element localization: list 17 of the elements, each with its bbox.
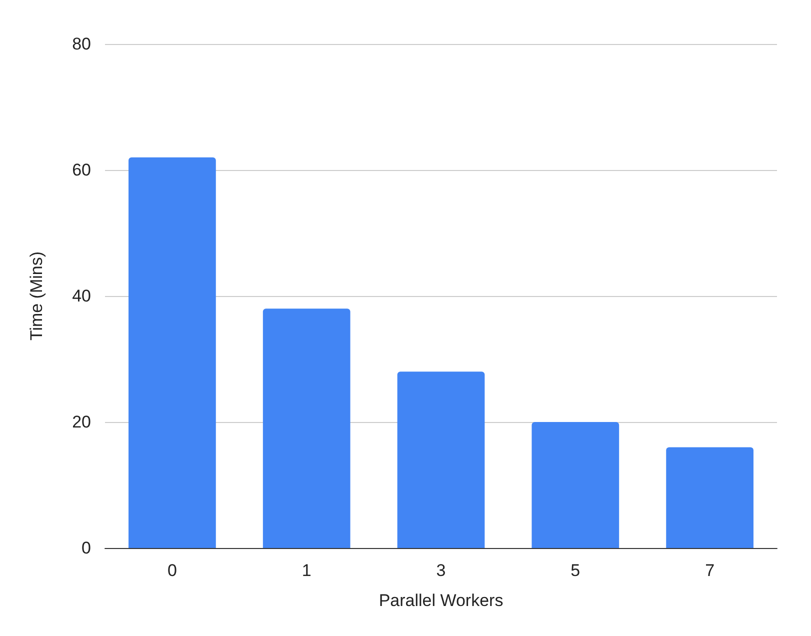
y-tick-label: 20 — [72, 412, 91, 432]
y-tick-label: 80 — [72, 34, 91, 54]
x-tick-label: 0 — [167, 561, 177, 580]
y-tick-label: 60 — [72, 160, 91, 180]
y-tick-label: 0 — [82, 538, 91, 558]
y-tick-label: 40 — [72, 286, 91, 306]
bar — [262, 308, 350, 548]
x-tick-label: 7 — [705, 561, 715, 580]
x-tick-label: 3 — [436, 561, 446, 580]
bar — [397, 372, 485, 548]
bar — [666, 447, 754, 548]
x-tick-label: 5 — [570, 561, 580, 580]
x-axis-title: Parallel Workers — [378, 591, 504, 610]
x-tick-label: 1 — [302, 561, 312, 580]
bar — [128, 157, 216, 548]
y-axis-title: Time (Mins) — [27, 251, 46, 341]
bar — [532, 422, 620, 548]
